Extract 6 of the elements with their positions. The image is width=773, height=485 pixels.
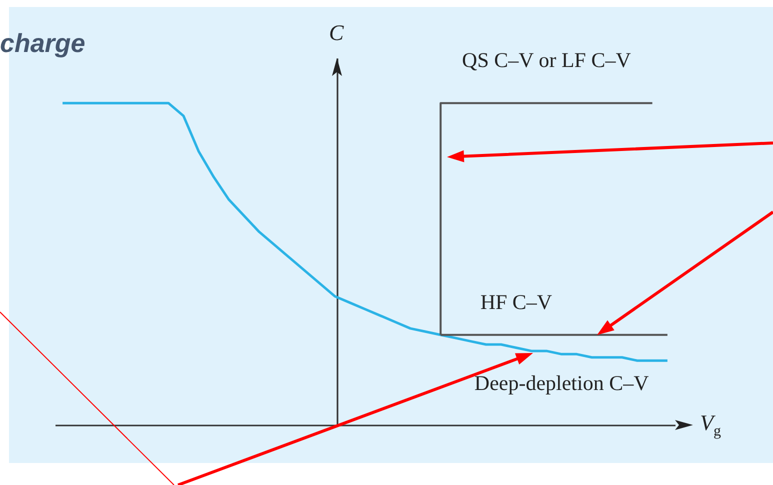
series-label: QS C–V or LF C–V <box>462 48 631 72</box>
x-axis-title: V$_{g}$ <box>700 410 721 440</box>
chart-title: charge <box>0 28 86 58</box>
series-label: HF C–V <box>480 290 552 314</box>
y-axis-title: C <box>329 20 344 46</box>
series-label: Deep-depletion C–V <box>474 371 649 396</box>
